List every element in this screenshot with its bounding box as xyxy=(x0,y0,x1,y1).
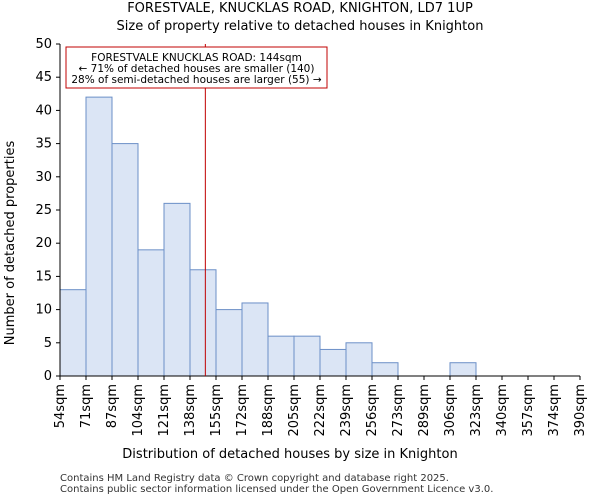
x-tick-label: 71sqm xyxy=(79,384,94,428)
x-tick-label: 138sqm xyxy=(183,384,198,437)
x-tick-label: 205sqm xyxy=(287,384,302,437)
chart-subtitle: Size of property relative to detached ho… xyxy=(116,19,484,34)
y-tick-label: 20 xyxy=(35,236,52,251)
x-tick-label: 54sqm xyxy=(53,384,68,428)
y-tick-label: 40 xyxy=(35,103,52,118)
annotation-line-1: FORESTVALE KNUCKLAS ROAD: 144sqm xyxy=(91,52,302,64)
annotation-line-3: 28% of semi-detached houses are larger (… xyxy=(71,74,322,86)
chart-title: FORESTVALE, KNUCKLAS ROAD, KNIGHTON, LD7… xyxy=(127,1,473,16)
x-tick-label: 155sqm xyxy=(209,384,224,437)
x-tick-label: 340sqm xyxy=(495,384,510,437)
annotation-box xyxy=(65,46,328,89)
x-tick-label: 172sqm xyxy=(235,384,250,437)
histogram-bar xyxy=(59,289,87,377)
histogram-bar xyxy=(267,335,295,377)
histogram-bar xyxy=(293,335,321,377)
y-tick-label: 5 xyxy=(44,336,52,351)
x-tick-label: 273sqm xyxy=(391,384,406,437)
histogram-bar xyxy=(85,96,113,377)
x-tick-label: 289sqm xyxy=(417,384,432,437)
y-tick-label: 0 xyxy=(44,369,52,384)
histogram-bar xyxy=(371,362,399,377)
histogram-bar xyxy=(111,143,139,377)
x-tick-label: 256sqm xyxy=(365,384,380,437)
histogram-bar xyxy=(163,202,191,377)
x-tick-label: 121sqm xyxy=(157,384,172,437)
x-tick-label: 222sqm xyxy=(313,384,328,437)
histogram-bar xyxy=(137,249,165,377)
x-tick-label: 87sqm xyxy=(105,384,120,428)
footer-line-2: Contains public sector information licen… xyxy=(60,484,494,495)
x-tick-label: 390sqm xyxy=(573,384,588,437)
y-tick-label: 15 xyxy=(35,269,52,284)
histogram-bar xyxy=(345,342,373,377)
x-tick-label: 357sqm xyxy=(521,384,536,437)
histogram-bar xyxy=(319,348,347,377)
annotation-line-2: ← 71% of detached houses are smaller (14… xyxy=(79,63,315,75)
histogram-bar xyxy=(241,302,269,377)
x-tick-label: 306sqm xyxy=(443,384,458,437)
y-tick-label: 30 xyxy=(35,170,52,185)
y-tick-label: 45 xyxy=(35,70,52,85)
y-tick-label: 35 xyxy=(35,137,52,152)
histogram-bar xyxy=(449,362,477,377)
footer-line-1: Contains HM Land Registry data © Crown c… xyxy=(60,473,449,484)
x-tick-label: 104sqm xyxy=(131,384,146,437)
y-tick-label: 10 xyxy=(35,303,52,318)
x-axis-label: Distribution of detached houses by size … xyxy=(122,447,457,462)
histogram-bar xyxy=(189,269,217,377)
x-tick-label: 323sqm xyxy=(469,384,484,437)
y-tick-label: 25 xyxy=(35,203,52,218)
x-tick-label: 374sqm xyxy=(547,384,562,437)
x-tick-label: 239sqm xyxy=(339,384,354,437)
y-axis-label: Number of detached properties xyxy=(3,141,18,346)
histogram-bar xyxy=(215,309,243,377)
y-tick-label: 50 xyxy=(35,37,52,52)
x-tick-label: 188sqm xyxy=(261,384,276,437)
